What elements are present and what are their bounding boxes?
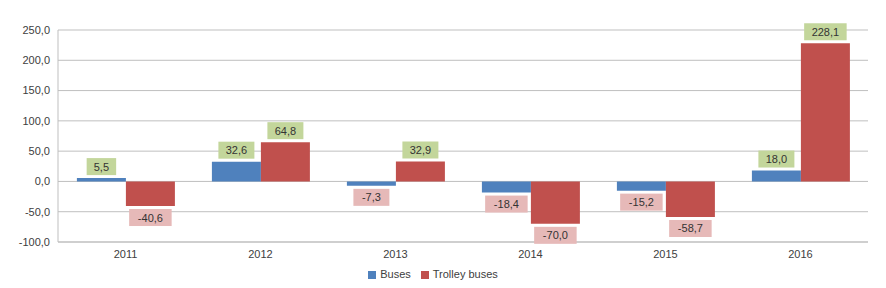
svg-text:150,0: 150,0 — [22, 84, 50, 96]
svg-text:32,6: 32,6 — [226, 144, 247, 156]
html-text:Trolley buses: Trolley buses — [432, 268, 498, 280]
svg-text:2011: 2011 — [114, 248, 138, 260]
html-text:Buses: Buses — [380, 268, 411, 280]
svg-text:64,8: 64,8 — [275, 125, 296, 137]
svg-text:200,0: 200,0 — [22, 54, 50, 66]
svg-text:2013: 2013 — [383, 248, 407, 260]
svg-text:-7,3: -7,3 — [362, 191, 381, 203]
svg-text:5,5: 5,5 — [94, 161, 109, 173]
svg-text:0,0: 0,0 — [35, 175, 50, 187]
svg-text:2014: 2014 — [518, 248, 542, 260]
svg-text:250,0: 250,0 — [22, 24, 50, 36]
svg-text:18,0: 18,0 — [766, 153, 787, 165]
svg-text:-70,0: -70,0 — [543, 229, 568, 241]
svg-text:228,1: 228,1 — [812, 26, 840, 38]
svg-text:-15,2: -15,2 — [629, 196, 654, 208]
svg-text:50,0: 50,0 — [29, 145, 50, 157]
svg-text:-40,6: -40,6 — [138, 212, 163, 224]
svg-text:2016: 2016 — [788, 248, 812, 260]
svg-text:-100,0: -100,0 — [19, 236, 50, 248]
svg-text:2012: 2012 — [248, 248, 272, 260]
svg-text:-58,7: -58,7 — [678, 222, 703, 234]
svg-text:-18,4: -18,4 — [494, 198, 519, 210]
svg-text:100,0: 100,0 — [22, 115, 50, 127]
svg-text:-50,0: -50,0 — [25, 206, 50, 218]
svg-text:2015: 2015 — [653, 248, 677, 260]
svg-text:32,9: 32,9 — [410, 144, 431, 156]
